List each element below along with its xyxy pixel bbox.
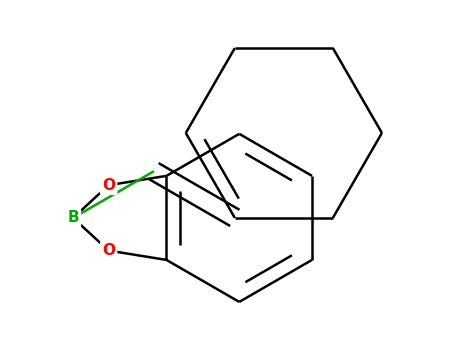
Text: O: O — [102, 178, 115, 193]
Text: O: O — [102, 243, 115, 258]
Text: B: B — [67, 210, 79, 225]
